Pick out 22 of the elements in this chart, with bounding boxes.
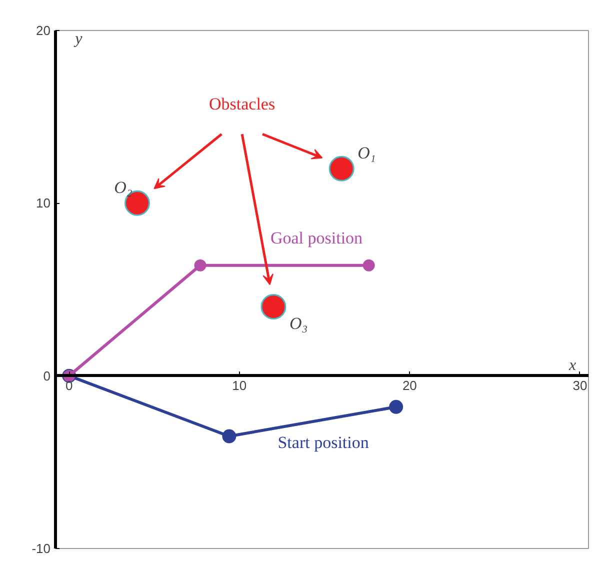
x-tick-label: 30	[572, 378, 588, 393]
y-axis-title: y⃗	[73, 30, 95, 48]
point	[260, 294, 286, 320]
point	[222, 429, 236, 444]
x-tick-label: 20	[402, 378, 417, 393]
x-tick-label: 10	[232, 378, 247, 393]
point	[328, 156, 354, 182]
y-tick-label: -10	[32, 541, 51, 556]
point	[194, 259, 206, 272]
annotation: O₃	[289, 314, 308, 333]
text: Obstacles	[209, 94, 276, 114]
x-tick-label: 0	[66, 378, 73, 393]
series-label: Start position	[278, 432, 370, 452]
point	[362, 259, 375, 272]
annotation: O₂	[114, 178, 132, 198]
y-tick-label: 10	[36, 196, 51, 211]
annotation: O₁	[358, 144, 376, 163]
point	[389, 400, 404, 414]
x-axis-title: x⃗	[568, 356, 588, 374]
y-tick-label: 20	[36, 23, 51, 38]
y-tick-label: 0	[43, 368, 51, 384]
series-label: Goal position	[270, 228, 364, 248]
